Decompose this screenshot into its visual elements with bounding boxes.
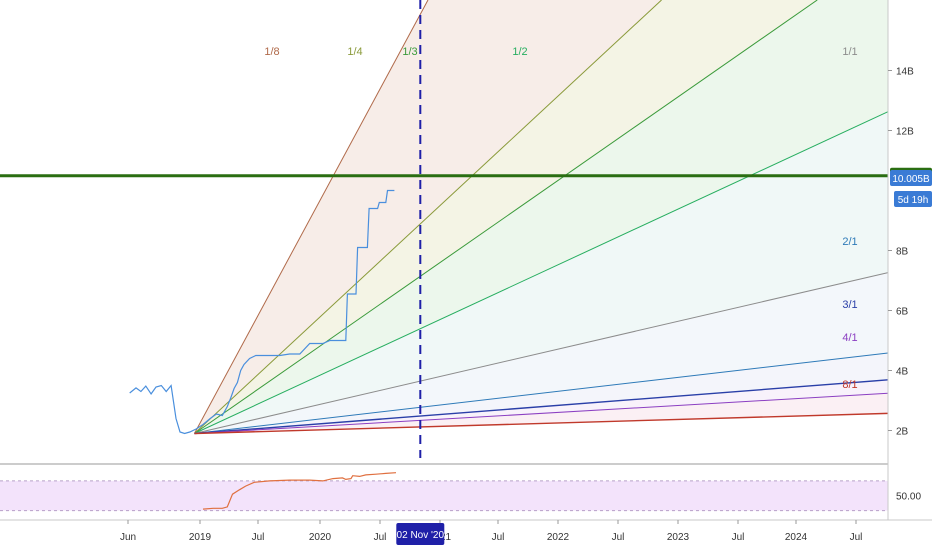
fan-line-1-4 — [194, 0, 662, 434]
y-tick-label: 14B — [896, 67, 914, 78]
fan-fills — [194, 0, 889, 434]
x-tick-label: 2019 — [189, 532, 212, 543]
fan-label-1-1: 1/1 — [842, 46, 857, 58]
fan-line-2-1 — [194, 352, 889, 434]
x-tick-label: Jul — [850, 532, 863, 543]
countdown-badge-bg — [894, 191, 932, 207]
countdown-badge: 5d 19h — [898, 195, 929, 206]
fan-line-1-3 — [194, 0, 818, 434]
x-tick-label: Jun — [120, 532, 136, 543]
fan-label-1-4: 1/4 — [347, 46, 362, 58]
fan-line-3-1 — [194, 379, 889, 435]
price-series — [129, 189, 395, 435]
current-price-badge-bg — [890, 170, 932, 186]
x-tick-label: 2020 — [309, 532, 332, 543]
y-tick-label: 12B — [896, 127, 914, 138]
fan-line-4-1 — [194, 392, 889, 434]
indicator-line — [202, 472, 397, 510]
fan-label-8-1: 8/1 — [842, 379, 857, 391]
y-tick-label: 8B — [896, 247, 909, 258]
x-tick-label: 2022 — [547, 532, 570, 543]
fan-line-1-8 — [193, 0, 429, 434]
x-tick-label: Jul — [374, 532, 387, 543]
fan-fill-band — [194, 0, 889, 434]
indicator-pane — [0, 463, 888, 512]
fan-labels: 1/8 1/4 1/3 1/2 1/1 2/1 3/1 4/1 8/1 — [264, 46, 857, 391]
x-tick-label: Jul — [492, 532, 505, 543]
vertical-marker-date-badge: 02 Nov '20 — [397, 530, 445, 541]
fan-lines — [193, 0, 889, 435]
y-tick-label: 2B — [896, 427, 909, 438]
vertical-marker-date-badge-bg — [396, 523, 445, 545]
fan-label-1-3: 1/3 — [402, 46, 417, 58]
fan-label-1-2: 1/2 — [512, 46, 527, 58]
y-tick-label: 6B — [896, 307, 909, 318]
x-tick-label: Jul — [252, 532, 265, 543]
x-tick-label: Jul — [612, 532, 625, 543]
x-tick-label: Jul — [732, 532, 745, 543]
fan-label-1-8: 1/8 — [264, 46, 279, 58]
x-tick-label: 2023 — [667, 532, 690, 543]
fan-label-3-1: 3/1 — [842, 299, 857, 311]
y-tick-label: 4B — [896, 367, 909, 378]
indicator-tick-label: 50.00 — [896, 492, 921, 503]
fan-line-8-1 — [194, 412, 889, 435]
current-price-badge: 10.005B — [892, 174, 930, 185]
fan-label-2-1: 2/1 — [842, 236, 857, 248]
x-tick-label: 2024 — [785, 532, 808, 543]
indicator-band — [0, 480, 888, 511]
fan-line-1-2 — [194, 111, 889, 434]
fan-label-4-1: 4/1 — [842, 332, 857, 344]
fan-line-1-1 — [194, 272, 889, 434]
